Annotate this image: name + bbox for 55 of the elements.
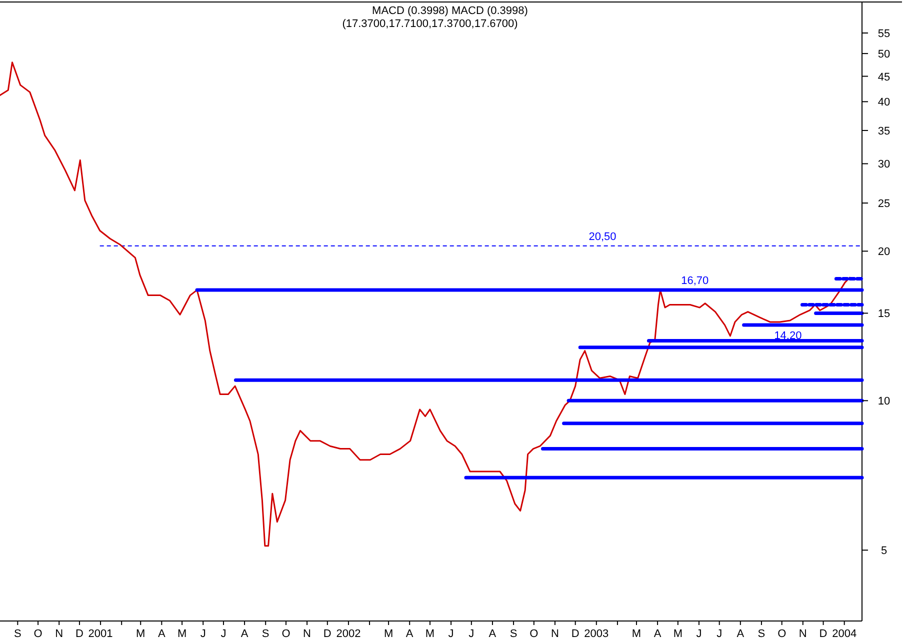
annotation: 14,20 (774, 330, 802, 342)
annotation: MACD (0.3998) MACD (0.3998) (372, 5, 528, 17)
y-tick-label: 40 (878, 96, 890, 109)
x-tick-label: O (530, 628, 539, 640)
x-tick-label: D (571, 628, 580, 640)
x-tick-label: N (303, 628, 312, 640)
annotation: 20,50 (588, 230, 616, 243)
annotation: 16,70 (681, 275, 709, 288)
x-tick-label: S (14, 628, 22, 640)
y-tick-label: 20 (878, 246, 890, 258)
x-tick-label: D (76, 628, 84, 640)
y-tick-label: 45 (878, 71, 890, 84)
x-tick-label: M (136, 628, 146, 640)
text: (17.3700,17.7100,17.3700,17.6700) (342, 18, 518, 30)
x-tick-label: O (282, 628, 291, 640)
x-tick-label: A (654, 628, 662, 640)
x-tick-label: N (798, 628, 807, 640)
x-tick-label: 2003 (584, 628, 609, 640)
x-tick-label: 2002 (336, 628, 361, 640)
x-tick-label: A (240, 628, 249, 640)
y-tick-label: 10 (878, 396, 890, 408)
x-tick-label: 2001 (88, 628, 113, 640)
y-tick-label: 25 (878, 198, 890, 210)
x-tick-label: A (488, 628, 497, 640)
x-tick-label: 2004 (832, 628, 857, 640)
x-tick-label: J (716, 628, 722, 640)
x-tick-label: J (448, 628, 454, 640)
x-tick-label: M (425, 628, 435, 640)
x-tick-label: O (778, 628, 787, 640)
x-tick-label: S (758, 628, 766, 640)
x-tick-label: N (550, 628, 559, 640)
x-tick-label: M (632, 628, 642, 640)
y-tick-label: 30 (878, 158, 890, 171)
x-tick-label: S (510, 628, 518, 640)
x-tick-label: A (406, 628, 414, 640)
y-tick-label: 15 (878, 308, 890, 320)
x-tick-label: S (262, 628, 270, 640)
x-tick-label: J (696, 628, 702, 640)
x-tick-label: J (200, 628, 206, 640)
x-tick-label: O (34, 628, 43, 640)
line-series (0, 62, 851, 547)
y-tick-label: 5 (880, 545, 888, 558)
x-tick-label: M (673, 628, 682, 640)
x-tick-label: J (468, 628, 474, 640)
y-tick-label: 55 (878, 28, 890, 40)
x-tick-label: D (819, 628, 828, 640)
x-tick-label: A (158, 628, 166, 640)
x-tick-label: D (323, 628, 332, 640)
y-tick-label: 50 (878, 48, 890, 61)
x-tick-label: J (220, 628, 226, 640)
x-tick-label: M (177, 628, 187, 640)
x-tick-label: M (384, 628, 394, 640)
x-tick-label: N (55, 628, 64, 640)
x-tick-label: A (736, 628, 745, 640)
y-tick-label: 35 (878, 125, 890, 138)
